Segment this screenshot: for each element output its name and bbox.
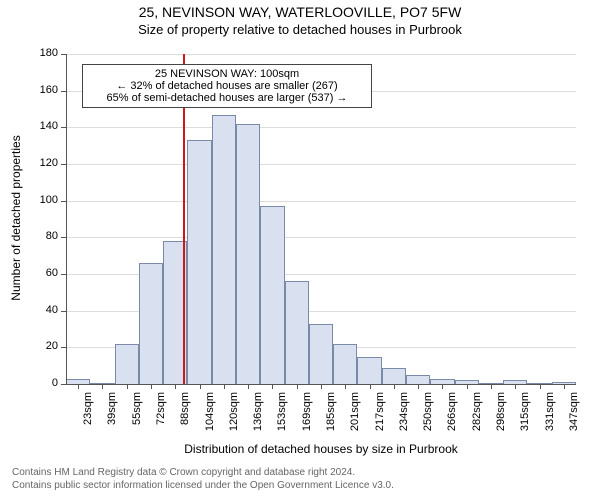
y-tick-label: 100 <box>28 194 58 206</box>
x-tick-label: 201sqm <box>349 392 361 442</box>
x-tick-mark <box>370 384 371 389</box>
x-tick-mark <box>127 384 128 389</box>
x-tick-mark <box>515 384 516 389</box>
y-tick-label: 180 <box>28 47 58 59</box>
y-tick-label: 140 <box>28 120 58 132</box>
bar <box>333 344 357 384</box>
x-tick-label: 39sqm <box>106 392 118 442</box>
gridline <box>66 201 576 202</box>
credits: Contains HM Land Registry data © Crown c… <box>12 466 394 492</box>
credits-line: Contains public sector information licen… <box>12 479 394 492</box>
x-tick-label: 120sqm <box>228 392 240 442</box>
x-tick-label: 266sqm <box>446 392 458 442</box>
x-tick-label: 331sqm <box>544 392 556 442</box>
x-tick-label: 250sqm <box>422 392 434 442</box>
credits-line: Contains HM Land Registry data © Crown c… <box>12 466 394 479</box>
x-tick-label: 72sqm <box>155 392 167 442</box>
x-tick-mark <box>467 384 468 389</box>
x-tick-mark <box>272 384 273 389</box>
x-tick-mark <box>540 384 541 389</box>
y-tick-label: 120 <box>28 157 58 169</box>
x-tick-label: 136sqm <box>252 392 264 442</box>
y-tick-label: 40 <box>28 304 58 316</box>
gridline <box>66 237 576 238</box>
bar <box>406 375 430 384</box>
y-tick-label: 60 <box>28 267 58 279</box>
annotation-line: 65% of semi-detached houses are larger (… <box>89 92 365 104</box>
x-axis-label: Distribution of detached houses by size … <box>66 442 576 456</box>
bar <box>309 324 333 385</box>
gridline <box>66 164 576 165</box>
y-tick-label: 20 <box>28 340 58 352</box>
y-axis-label: Number of detached properties <box>9 108 23 328</box>
x-tick-label: 185sqm <box>325 392 337 442</box>
x-tick-mark <box>102 384 103 389</box>
bar <box>236 124 260 384</box>
x-tick-mark <box>442 384 443 389</box>
x-tick-label: 298sqm <box>495 392 507 442</box>
x-tick-label: 23sqm <box>82 392 94 442</box>
x-tick-label: 88sqm <box>179 392 191 442</box>
x-tick-label: 104sqm <box>204 392 216 442</box>
gridline <box>66 54 576 55</box>
y-tick-label: 160 <box>28 84 58 96</box>
x-tick-mark <box>200 384 201 389</box>
x-tick-label: 153sqm <box>276 392 288 442</box>
y-axis <box>66 54 67 384</box>
y-tick-label: 0 <box>28 377 58 389</box>
x-tick-mark <box>151 384 152 389</box>
bar <box>115 344 139 384</box>
x-tick-label: 347sqm <box>568 392 580 442</box>
bar <box>382 368 406 385</box>
bar <box>187 140 211 384</box>
bar <box>139 263 163 384</box>
x-tick-mark <box>175 384 176 389</box>
annotation-box: 25 NEVINSON WAY: 100sqm← 32% of detached… <box>82 64 372 108</box>
x-tick-mark <box>564 384 565 389</box>
x-tick-mark <box>297 384 298 389</box>
bar <box>285 281 309 384</box>
bar <box>260 206 284 384</box>
x-tick-label: 315sqm <box>519 392 531 442</box>
x-tick-label: 169sqm <box>301 392 313 442</box>
x-tick-mark <box>394 384 395 389</box>
gridline <box>66 127 576 128</box>
x-tick-mark <box>418 384 419 389</box>
x-tick-mark <box>224 384 225 389</box>
x-tick-mark <box>345 384 346 389</box>
bar <box>357 357 381 385</box>
bar <box>212 115 236 385</box>
x-tick-label: 282sqm <box>471 392 483 442</box>
x-tick-mark <box>491 384 492 389</box>
y-tick-label: 80 <box>28 230 58 242</box>
x-tick-label: 234sqm <box>398 392 410 442</box>
histogram-chart: 0 20 40 60 80 100 120 140 160 180 23sqm 39sqm 55sqm 7… <box>0 4 600 504</box>
x-tick-mark <box>248 384 249 389</box>
annotation-line: ← 32% of detached houses are smaller (26… <box>89 80 365 92</box>
x-tick-label: 55sqm <box>131 392 143 442</box>
x-tick-mark <box>321 384 322 389</box>
x-tick-mark <box>78 384 79 389</box>
annotation-line: 25 NEVINSON WAY: 100sqm <box>89 68 365 80</box>
x-tick-label: 217sqm <box>374 392 386 442</box>
